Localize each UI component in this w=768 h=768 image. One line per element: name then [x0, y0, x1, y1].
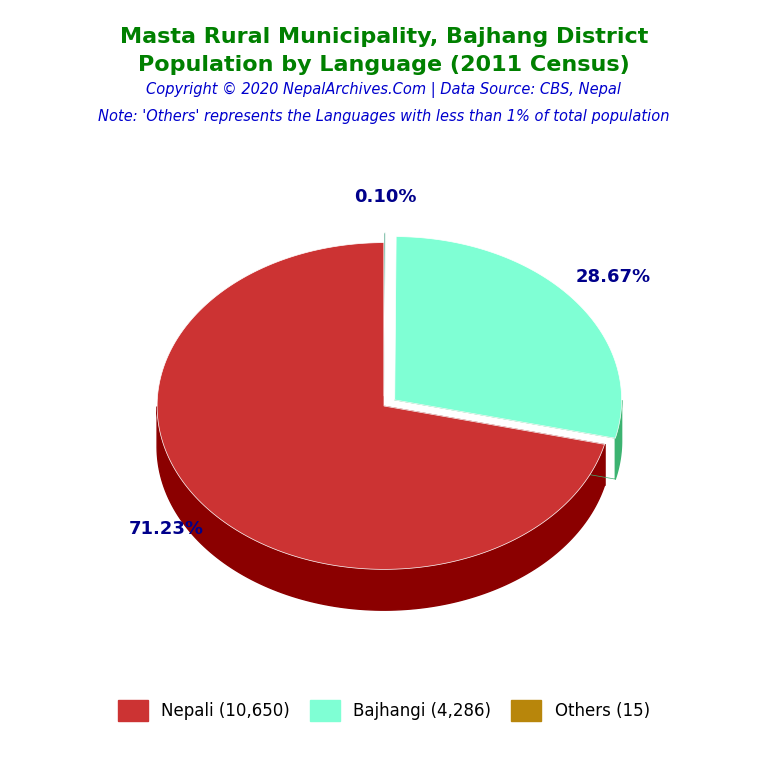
- Text: 0.10%: 0.10%: [354, 188, 416, 206]
- Polygon shape: [615, 400, 621, 479]
- Legend: Nepali (10,650), Bajhangi (4,286), Others (15): Nepali (10,650), Bajhangi (4,286), Other…: [110, 692, 658, 729]
- Text: Copyright © 2020 NepalArchives.Com | Data Source: CBS, Nepal: Copyright © 2020 NepalArchives.Com | Dat…: [147, 82, 621, 98]
- Polygon shape: [157, 243, 604, 569]
- Polygon shape: [157, 406, 604, 611]
- Text: Population by Language (2011 Census): Population by Language (2011 Census): [138, 55, 630, 75]
- Polygon shape: [395, 237, 621, 439]
- Text: Note: 'Others' represents the Languages with less than 1% of total population: Note: 'Others' represents the Languages …: [98, 109, 670, 124]
- Text: 28.67%: 28.67%: [575, 268, 650, 286]
- Text: Masta Rural Municipality, Bajhang District: Masta Rural Municipality, Bajhang Distri…: [120, 27, 648, 47]
- Text: 71.23%: 71.23%: [129, 520, 204, 538]
- Polygon shape: [384, 233, 386, 396]
